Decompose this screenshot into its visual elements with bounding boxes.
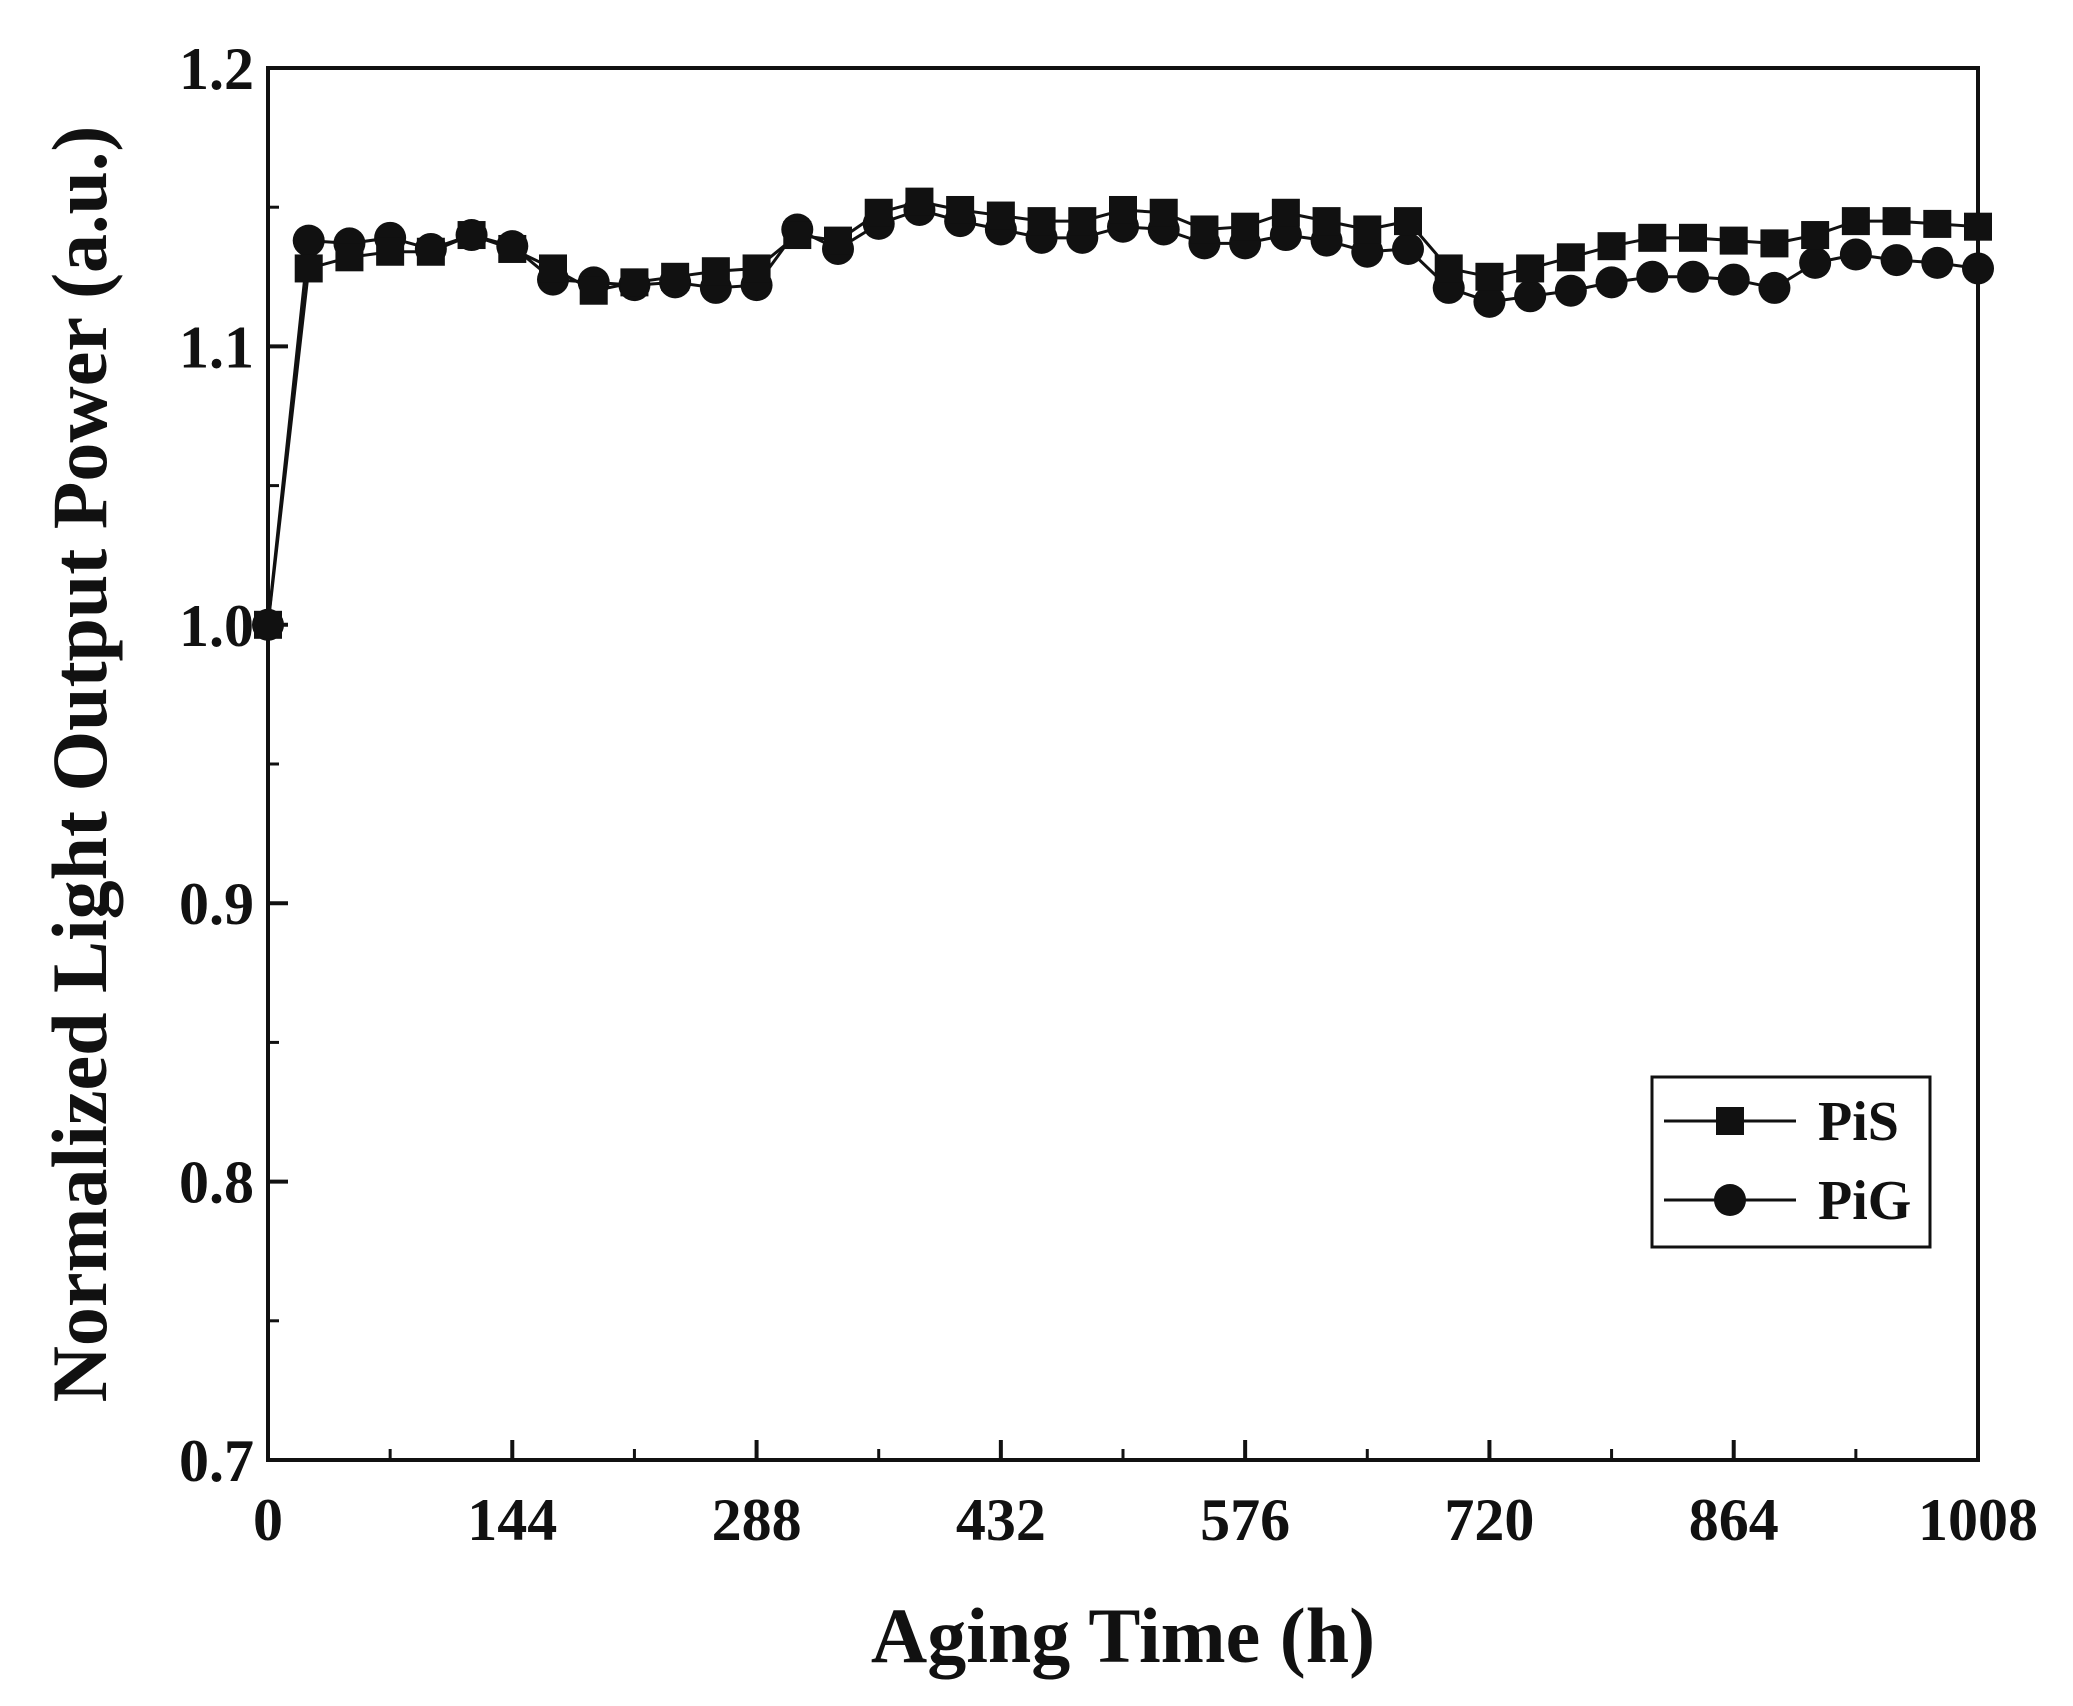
- data-point-pis: [864, 198, 893, 227]
- data-point-pis: [1353, 215, 1382, 244]
- data-point-pis: [1475, 262, 1504, 291]
- data-point-pis: [701, 257, 730, 286]
- data-point-pis: [661, 262, 690, 291]
- data-point-pis: [1556, 243, 1585, 272]
- data-point-pig: [1473, 285, 1506, 318]
- data-point-pis: [1068, 207, 1097, 236]
- data-point-pis: [539, 254, 567, 283]
- data-point-pis: [1027, 207, 1056, 236]
- data-point-pis: [416, 237, 445, 266]
- data-point-pis: [1882, 207, 1911, 236]
- legend-square-marker-icon: [1716, 1107, 1744, 1135]
- data-point-pig: [1921, 246, 1954, 279]
- x-tick-label: 1008: [1918, 1487, 2038, 1553]
- data-point-pis: [1394, 207, 1422, 236]
- data-point-pig: [1799, 246, 1832, 279]
- legend-label-pig: PiG: [1818, 1170, 1911, 1232]
- legend-circle-marker-icon: [1714, 1184, 1746, 1216]
- data-point-pis: [1312, 207, 1341, 236]
- data-point-pis: [742, 254, 771, 283]
- data-point-pis: [1719, 226, 1748, 255]
- data-point-pis: [457, 221, 486, 250]
- x-tick-label: 432: [956, 1487, 1046, 1553]
- data-point-pig: [1595, 266, 1628, 299]
- y-tick-label: 0.8: [179, 1150, 254, 1216]
- data-point-pis: [986, 201, 1015, 230]
- data-point-pis: [620, 268, 649, 297]
- x-tick-label: 720: [1444, 1487, 1534, 1553]
- x-axis-title: Aging Time (h): [871, 1592, 1375, 1679]
- data-point-pis: [946, 195, 975, 224]
- data-point-pig: [1962, 252, 1994, 285]
- data-point-pig: [1677, 260, 1709, 293]
- legend-box: [1650, 1075, 1932, 1249]
- x-tick-label: 0: [253, 1487, 283, 1553]
- data-point-pig: [292, 224, 325, 257]
- data-point-pig: [1392, 232, 1424, 265]
- data-point-pis: [905, 187, 934, 216]
- data-point-pis: [1109, 195, 1137, 224]
- data-point-pis: [1638, 223, 1667, 252]
- data-point-pis: [1434, 254, 1463, 283]
- x-axis-ticks: [266, 1440, 1980, 1460]
- data-point-pis: [1231, 212, 1260, 241]
- data-point-pis: [1801, 221, 1830, 250]
- x-tick-label: 864: [1689, 1487, 1779, 1553]
- series-layer: [252, 187, 1994, 641]
- data-point-pis: [294, 254, 323, 283]
- data-point-pig: [1351, 235, 1384, 268]
- data-point-pis: [1597, 232, 1626, 261]
- y-tick-label: 1.0: [179, 593, 254, 659]
- x-axis-tick-labels: 0 144 288 432 576 720 864 1008: [253, 1487, 2038, 1553]
- data-point-pis: [376, 237, 405, 266]
- data-point-pis: [1516, 254, 1545, 283]
- data-point-pig: [1554, 274, 1587, 307]
- data-point-pis: [824, 226, 852, 255]
- y-tick-label: 1.2: [179, 36, 254, 102]
- data-point-pis: [254, 610, 282, 639]
- data-point-pis: [783, 221, 812, 250]
- data-point-pis: [1149, 198, 1178, 227]
- data-point-pis: [1923, 209, 1952, 238]
- y-axis-tick-labels: 0.7 0.8 0.9 1.0 1.1 1.2: [179, 36, 254, 1494]
- x-tick-label: 144: [467, 1487, 557, 1553]
- y-axis-title: Normalized Light Output Power (a.u.): [36, 126, 123, 1403]
- series-pis: [254, 187, 1992, 639]
- data-point-pis: [1679, 223, 1707, 252]
- y-axis-ticks: [268, 66, 288, 1462]
- x-tick-label: 288: [712, 1487, 802, 1553]
- data-point-pis: [498, 234, 527, 263]
- data-point-pis: [579, 276, 608, 305]
- data-point-pig: [1269, 219, 1302, 252]
- data-point-pig: [1758, 271, 1791, 304]
- x-tick-label: 576: [1200, 1487, 1290, 1553]
- data-point-pis: [335, 243, 364, 272]
- data-point-pig: [1636, 260, 1669, 293]
- data-point-pis: [1271, 198, 1300, 227]
- data-point-pis: [1760, 229, 1789, 258]
- data-point-pig: [1880, 244, 1913, 277]
- series-line-pis: [266, 200, 1979, 625]
- y-tick-label: 0.7: [179, 1428, 254, 1494]
- data-point-pig: [1717, 263, 1750, 296]
- data-point-pig: [1839, 238, 1872, 271]
- data-point-pis: [1190, 215, 1219, 244]
- legend-label-pis: PiS: [1818, 1091, 1899, 1153]
- data-point-pis: [1841, 207, 1870, 236]
- y-tick-label: 1.1: [179, 314, 254, 380]
- data-point-pig: [1514, 280, 1547, 313]
- y-tick-label: 0.9: [179, 871, 254, 937]
- data-point-pis: [1964, 212, 1992, 241]
- legend: PiS PiG: [1650, 1075, 1932, 1249]
